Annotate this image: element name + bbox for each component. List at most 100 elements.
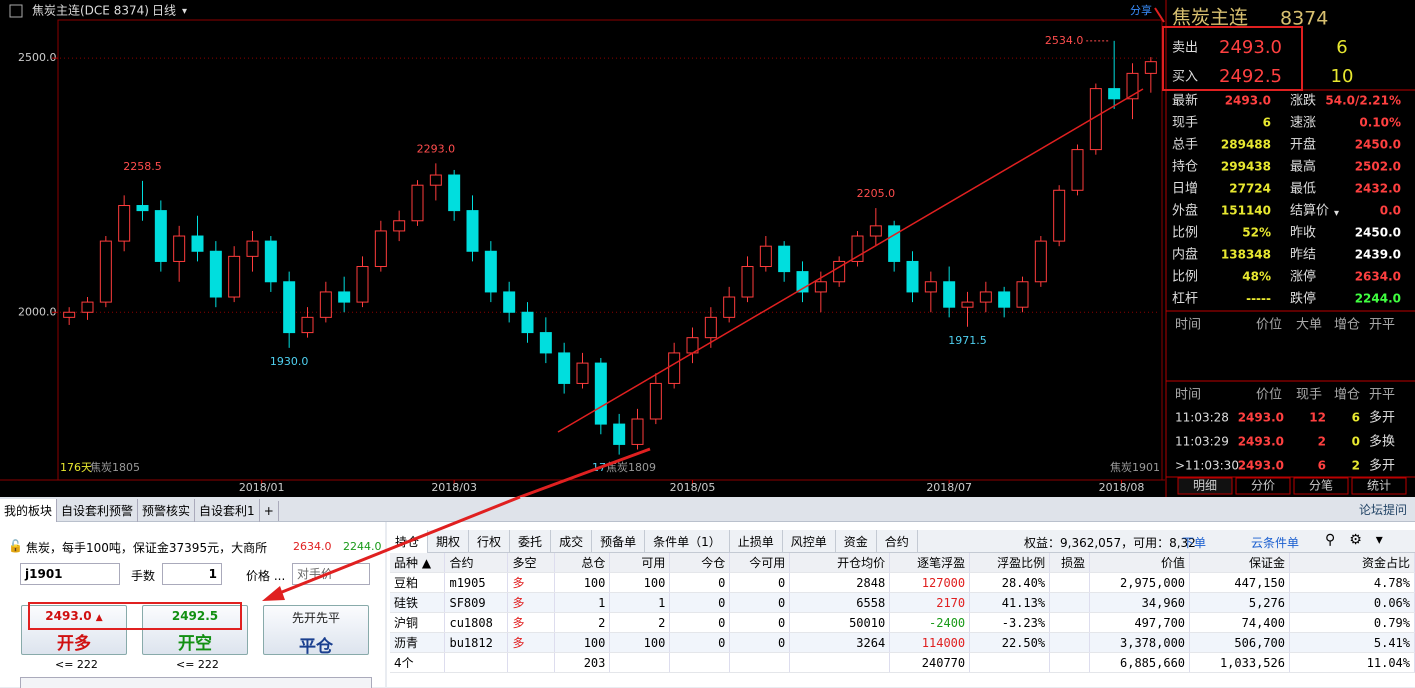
lock-icon[interactable]: 🔓 xyxy=(8,539,23,553)
contract-input[interactable]: j1901 xyxy=(20,563,120,585)
quote-label: 昨结 xyxy=(1290,248,1316,263)
cell: 447,150 xyxy=(1189,572,1290,593)
cell: 0.06% xyxy=(1289,592,1415,613)
cell xyxy=(507,652,556,673)
header-cell[interactable]: 保证金 xyxy=(1189,553,1290,573)
quote-label: 涨停 xyxy=(1290,269,1316,285)
header-cell[interactable]: 今仓 xyxy=(669,553,731,573)
toolbar-icons[interactable]: ⚲⚙▾ xyxy=(1325,532,1397,548)
tab[interactable] xyxy=(1293,477,1349,495)
tape-cell: 多开 xyxy=(1369,410,1395,426)
x-tick-label: 2018/08 xyxy=(1099,481,1145,494)
candle-body xyxy=(759,245,772,268)
tab[interactable]: 止损单 xyxy=(730,530,783,553)
header-cell[interactable]: 浮盈比例 xyxy=(969,553,1051,573)
cell: 100 xyxy=(609,572,671,593)
limit: <= 222 xyxy=(176,658,219,671)
quote-value: 2439.0 xyxy=(1355,248,1401,262)
candle-body xyxy=(319,291,332,318)
position-row[interactable]: 沪铜 cu1808 多 2 2 0 0 50010 -2400 -3.23% 497,700 74,4… xyxy=(390,612,1415,633)
contract-marker: 焦炭1809 xyxy=(606,461,656,474)
cell: 41.13% xyxy=(969,592,1051,613)
cell: 多 xyxy=(507,592,556,613)
tape-cell: 6 xyxy=(1318,459,1326,473)
tape-cell: 2493.0 xyxy=(1238,411,1284,425)
header-cell[interactable]: 多空 xyxy=(507,553,556,573)
x-tick-label: 2018/05 xyxy=(670,481,716,494)
tab[interactable]: 行权 xyxy=(469,530,511,553)
tab[interactable]: 条件单（1） xyxy=(645,530,730,553)
forum-link[interactable]: 论坛提问 xyxy=(1358,503,1407,517)
cell: 0.79% xyxy=(1289,612,1415,633)
close-button[interactable]: 先开先平 平仓 xyxy=(263,605,369,657)
tape-cell: 2493.0 xyxy=(1238,435,1284,449)
quote-value: ----- xyxy=(1246,292,1271,306)
tab[interactable]: 自设套利预警 xyxy=(57,499,139,522)
header-cell[interactable]: 今可用 xyxy=(729,553,791,573)
quote-value: 2450.0 xyxy=(1355,138,1401,152)
position-row[interactable]: 沥青 bu1812 多 100 100 0 0 3264 114000 22.50% 3,378,0… xyxy=(390,632,1415,653)
cell: cu1808 xyxy=(444,612,509,633)
cell: bu1812 xyxy=(444,632,509,653)
share[interactable]: 分享 xyxy=(1130,3,1152,17)
tab[interactable]: 持仓 xyxy=(387,530,429,553)
header-cell[interactable]: 资金占比 xyxy=(1289,553,1415,573)
tab[interactable]: 预警核实 xyxy=(138,499,196,522)
tab[interactable]: 风控单 xyxy=(783,530,836,553)
tab[interactable]: 合约 xyxy=(877,530,918,553)
sell-button[interactable]: 2492.5 开空 xyxy=(142,605,248,655)
candle-body xyxy=(81,301,94,313)
link[interactable]: 下单 xyxy=(1182,536,1207,550)
cell: 22.50% xyxy=(969,632,1051,653)
header-cell[interactable]: 可用 xyxy=(609,553,671,573)
tab[interactable]: 委托 xyxy=(510,530,552,553)
pointer xyxy=(1154,7,1165,23)
cell xyxy=(444,652,509,673)
header-cell[interactable]: 价值 xyxy=(1089,553,1191,573)
tab[interactable]: 成交 xyxy=(551,530,593,553)
header-cell[interactable]: 总仓 xyxy=(554,553,611,573)
tab[interactable]: 期权 xyxy=(428,530,470,553)
candle-body xyxy=(576,362,589,384)
candle-body xyxy=(851,235,864,262)
candle-body xyxy=(539,332,552,354)
header-cell[interactable]: 逐笔浮盈 xyxy=(889,553,971,573)
header-cell[interactable]: 合约 xyxy=(444,553,509,573)
tab[interactable] xyxy=(1351,477,1407,495)
tab[interactable] xyxy=(1177,477,1233,495)
candle-body xyxy=(723,296,736,318)
tab[interactable]: + xyxy=(260,501,279,521)
tab[interactable]: 预备单 xyxy=(592,530,646,553)
cell: 3264 xyxy=(789,632,891,653)
cell: 114000 xyxy=(889,632,971,653)
tab[interactable]: 自设套利1 xyxy=(195,499,260,522)
period[interactable]: 日线 xyxy=(152,4,176,18)
tab[interactable] xyxy=(1235,477,1291,495)
highlight-box xyxy=(1162,26,1303,91)
cell: 34,960 xyxy=(1089,592,1191,613)
header-cell[interactable]: 开仓均价 xyxy=(789,553,891,573)
candle-body xyxy=(154,210,167,262)
price-mode[interactable]: 对手价 xyxy=(292,563,370,585)
candle-body xyxy=(924,281,937,293)
header-cell[interactable]: 损盈 xyxy=(1049,553,1091,573)
qty-input[interactable]: 1 xyxy=(162,563,222,585)
quote-label: 比例 xyxy=(1172,226,1198,241)
tab[interactable]: 资金 xyxy=(836,530,877,553)
tab[interactable]: 我的板块 xyxy=(0,499,58,522)
link[interactable]: 云条件单 xyxy=(1251,536,1300,550)
positions-panel: 持仓 期权 行权 委托 成交 预备单 条件单（1） 止损单 风控单 资金 合约 权益：9,362,05… xyxy=(387,522,1415,687)
position-row[interactable]: 硅铁 SF809 多 1 1 0 0 6558 2170 41.13% 34,960 5,276 0.0… xyxy=(390,592,1415,613)
button-label: 开多 xyxy=(57,634,91,654)
buy-button[interactable]: 2493.0 ▲ 开多 xyxy=(21,605,127,655)
header-cell[interactable]: 品种 ▲ xyxy=(390,553,446,573)
candle-body xyxy=(1071,149,1084,191)
position-row[interactable]: 豆粕 m1905 多 100 100 0 0 2848 127000 28.40% 2,975,00… xyxy=(390,572,1415,593)
candle-body xyxy=(1034,240,1047,283)
button-label: 平仓 xyxy=(299,637,333,657)
cell: 506,700 xyxy=(1189,632,1290,653)
cell: 1 xyxy=(609,592,671,613)
cell: 0 xyxy=(669,572,731,593)
tape-cell: 11:03:28 xyxy=(1175,411,1229,425)
menu-icon[interactable] xyxy=(9,4,23,18)
